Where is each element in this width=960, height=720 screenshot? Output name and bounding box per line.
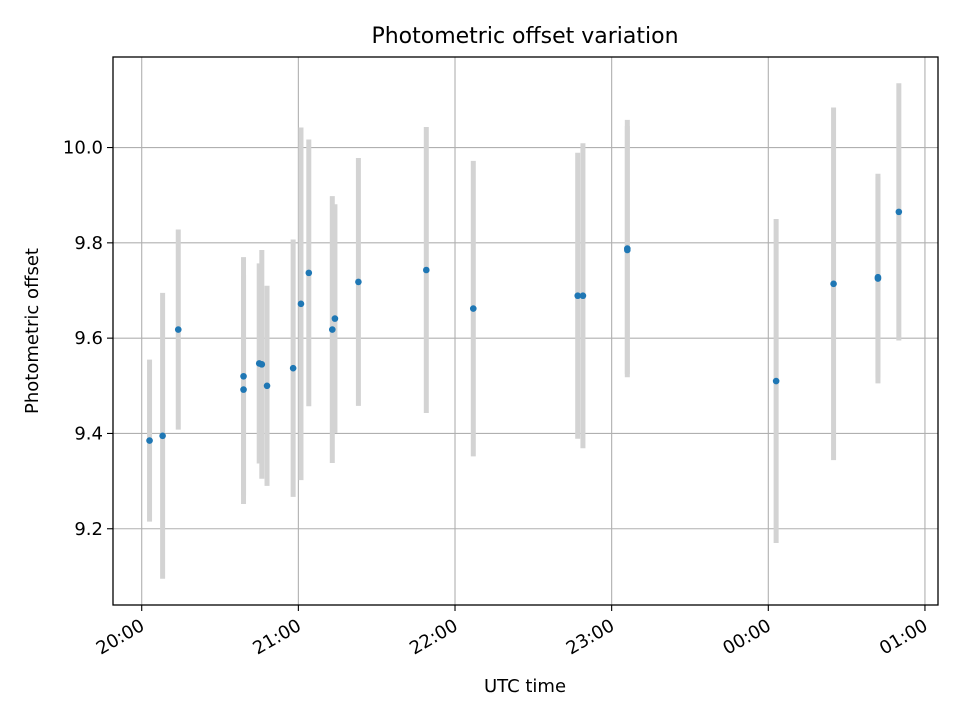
- data-point: [579, 292, 587, 300]
- y-axis-label: Photometric offset: [22, 248, 43, 414]
- data-point: [772, 377, 780, 385]
- y-tick-label: 9.8: [74, 233, 103, 254]
- data-point: [159, 432, 166, 440]
- data-point: [422, 266, 430, 274]
- data-point: [305, 269, 313, 277]
- data-point: [263, 382, 271, 390]
- data-point: [240, 386, 247, 393]
- plot-frame: [112, 56, 939, 606]
- data-point: [258, 361, 266, 368]
- x-axis-label: UTC time: [484, 676, 566, 697]
- data-point: [146, 437, 153, 444]
- data-point: [574, 292, 582, 300]
- y-tick-label: 10.0: [63, 138, 103, 159]
- y-tick-label: 9.6: [74, 328, 103, 349]
- data-point: [355, 278, 362, 286]
- data-point: [174, 326, 182, 333]
- data-point: [830, 280, 837, 288]
- data-point: [289, 364, 297, 372]
- data-point: [297, 300, 305, 308]
- data-point: [469, 305, 477, 312]
- y-tick-label: 9.2: [74, 519, 103, 540]
- data-point: [895, 208, 903, 216]
- data-point: [331, 315, 339, 322]
- chart-title: Photometric offset variation: [371, 24, 678, 49]
- grid: [113, 57, 938, 605]
- data-point: [874, 273, 882, 281]
- data-point: [240, 372, 247, 380]
- data-points: [146, 208, 903, 444]
- data-point: [329, 326, 336, 333]
- y-tick-label: 9.4: [74, 423, 103, 444]
- data-point: [624, 246, 631, 254]
